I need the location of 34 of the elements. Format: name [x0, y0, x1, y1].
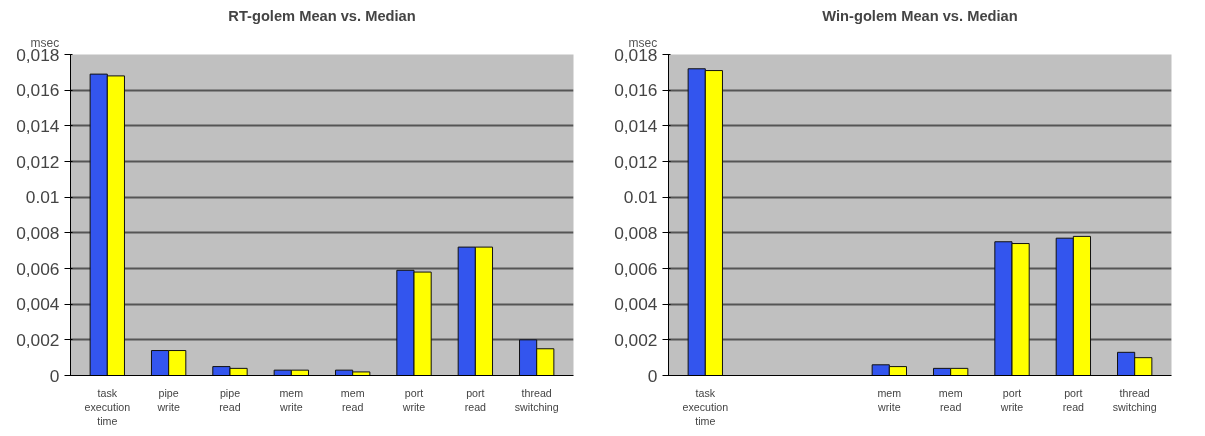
y-tick-label: 0.01 [25, 187, 60, 208]
y-tick-label: 0,006 [614, 258, 658, 279]
x-tick-label: task execution time [682, 386, 729, 428]
y-tick-label: 0.01 [623, 187, 658, 208]
x-tick-label: thread switching [514, 386, 559, 413]
y-tick-label: 0 [647, 365, 658, 386]
x-tick-label: mem write [279, 386, 304, 413]
x-tick-label: thread switching [1112, 386, 1157, 413]
y-tick-label: 0,016 [614, 80, 658, 101]
y-tick-label: 0,012 [16, 151, 60, 172]
y-tick-label: 0,004 [614, 294, 658, 315]
x-tick-label: pipe write [156, 386, 180, 413]
y-tick-label: 0,002 [614, 329, 658, 350]
x-tick-label: port read [464, 386, 487, 413]
chart-title: Win-golem Mean vs. Median [822, 7, 1018, 24]
y-tick-label: 0,014 [614, 115, 658, 136]
x-tick-label: port write [999, 386, 1024, 413]
x-tick-label: mem write [877, 386, 902, 413]
x-tick-label: task execution time [84, 386, 131, 428]
y-tick-label: 0,008 [614, 222, 658, 243]
y-tick-label: 0,006 [16, 258, 60, 279]
x-tick-label: mem read [938, 386, 963, 413]
chart-title: RT-golem Mean vs. Median [228, 7, 416, 24]
y-tick-label: 0,004 [16, 294, 60, 315]
x-tick-label: port read [1062, 386, 1085, 413]
x-tick-label: mem read [340, 386, 365, 413]
y-tick-label: 0,012 [614, 151, 658, 172]
y-tick-label: 0,008 [16, 222, 60, 243]
y-tick-label: 0,014 [16, 115, 60, 136]
x-tick-label: pipe read [219, 386, 241, 413]
x-tick-label: port write [401, 386, 426, 413]
y-tick-label: 0,002 [16, 329, 60, 350]
y-tick-label: 0 [49, 365, 60, 386]
y-tick-label: 0,016 [16, 80, 60, 101]
